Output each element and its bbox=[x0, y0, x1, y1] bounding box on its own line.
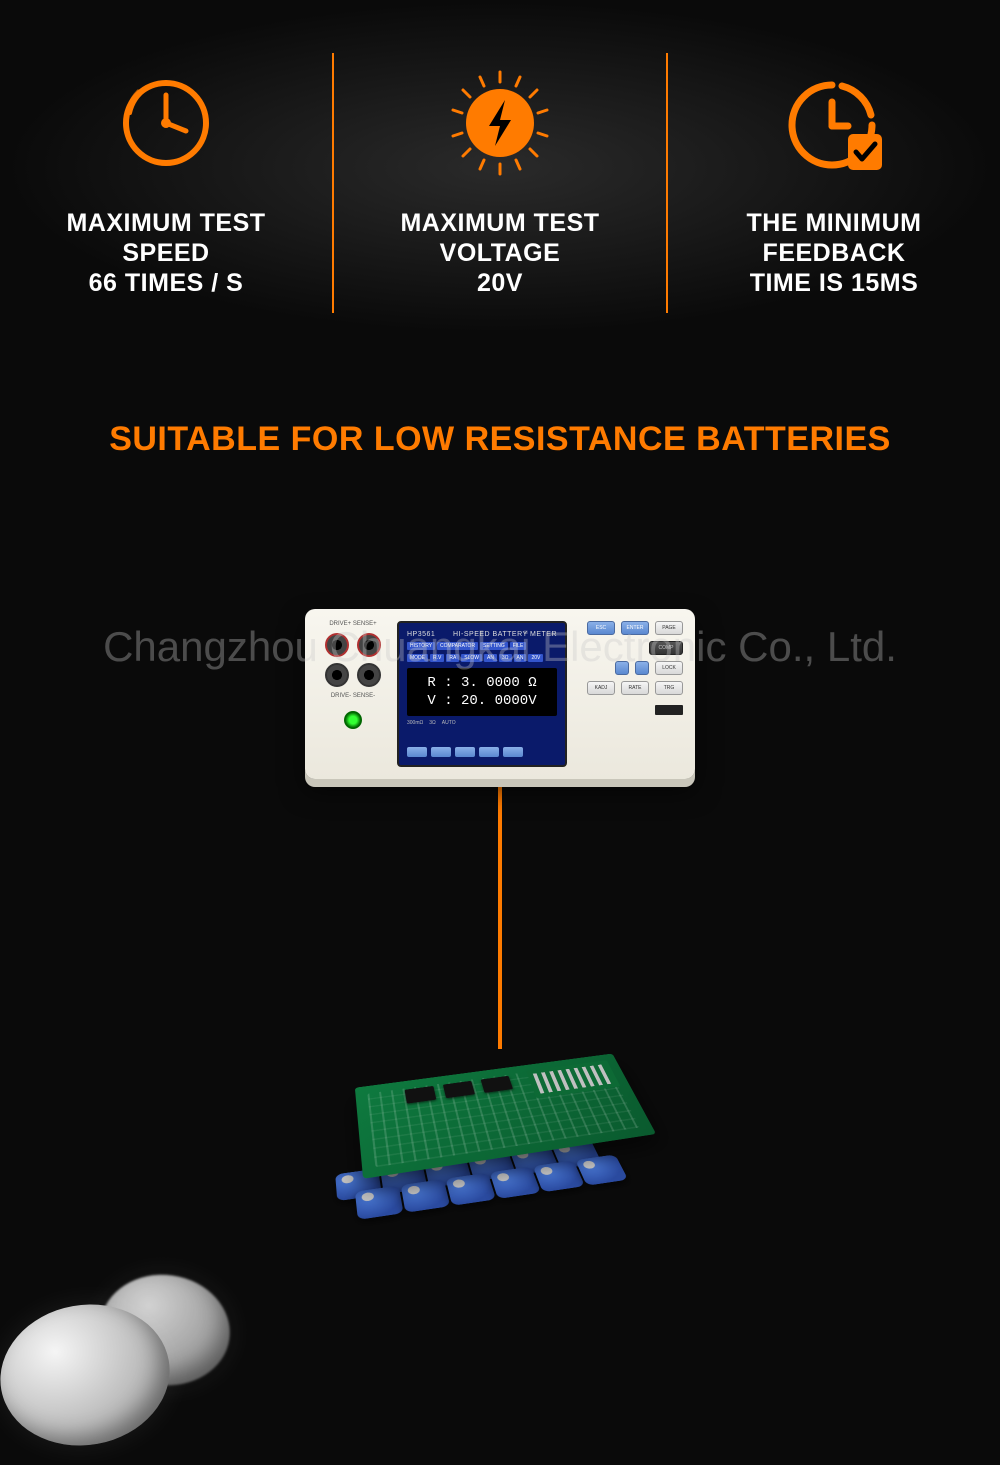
trg-button: TRG bbox=[655, 681, 683, 695]
info: 3Ω bbox=[429, 720, 436, 726]
jack-label-bottom: DRIVE- SENSE- bbox=[317, 693, 389, 699]
reading-voltage: V : 20. 0000V bbox=[411, 692, 553, 710]
fn-button bbox=[479, 747, 499, 757]
reading-resistance: R : 3. 0000 Ω bbox=[411, 674, 553, 692]
info: AUTO bbox=[442, 720, 456, 726]
feature-voltage-text: MAXIMUM TEST VOLTAGE 20V bbox=[354, 208, 646, 298]
cylinder-cap-icon bbox=[93, 1266, 237, 1393]
ic-chip bbox=[443, 1081, 475, 1098]
feature-voltage: MAXIMUM TEST VOLTAGE 20V bbox=[334, 68, 666, 298]
bolt-voltage-icon bbox=[445, 68, 555, 178]
feature-speed-text: MAXIMUM TEST SPEED 66 TIMES / S bbox=[20, 208, 312, 298]
corner-decoration bbox=[0, 1245, 220, 1465]
cylinder-cap-icon bbox=[0, 1291, 181, 1458]
usb-port-icon bbox=[655, 705, 683, 715]
battery-cell bbox=[355, 1185, 404, 1219]
feature-line1: MAXIMUM TEST SPEED bbox=[20, 208, 312, 268]
fn-button-row bbox=[407, 747, 557, 757]
clock-speed-icon bbox=[111, 68, 221, 178]
clock-check-icon bbox=[779, 68, 889, 178]
battery-cell bbox=[575, 1154, 628, 1185]
device-diagram: DRIVE+ SENSE+ DRIVE- SENSE- HP3561 HI-SP… bbox=[0, 609, 1000, 1265]
feature-line1: MAXIMUM TEST VOLTAGE bbox=[354, 208, 646, 268]
ic-chip bbox=[405, 1086, 437, 1104]
feature-line1: THE MINIMUM FEEDBACK bbox=[688, 208, 980, 268]
feature-line2: TIME IS 15MS bbox=[688, 268, 980, 298]
feature-speed: MAXIMUM TEST SPEED 66 TIMES / S bbox=[0, 68, 332, 298]
battery-pack bbox=[330, 1045, 670, 1265]
ic-chip bbox=[481, 1076, 513, 1093]
feature-band: MAXIMUM TEST SPEED 66 TIMES / S bbox=[0, 0, 1000, 335]
section-headline: SUITABLE FOR LOW RESISTANCE BATTERIES bbox=[0, 420, 1000, 459]
fn-button bbox=[431, 747, 451, 757]
battery-cell bbox=[446, 1173, 496, 1206]
watermark-text: Changzhou Chuangkai Electronic Co., Ltd. bbox=[0, 623, 1000, 671]
screen-reading: R : 3. 0000 Ω V : 20. 0000V bbox=[407, 668, 557, 716]
power-led-icon bbox=[344, 711, 362, 729]
terminal-strip bbox=[526, 1060, 620, 1098]
connector-line bbox=[498, 781, 502, 1049]
fn-button bbox=[455, 747, 475, 757]
screen-bottom-info: 300mΩ 3Ω AUTO bbox=[407, 720, 557, 726]
feature-line2: 66 TIMES / S bbox=[20, 268, 312, 298]
battery-cell bbox=[401, 1179, 451, 1213]
button-row: KADJ RATE TRG bbox=[577, 681, 683, 695]
rate-button: RATE bbox=[621, 681, 649, 695]
feature-feedback-text: THE MINIMUM FEEDBACK TIME IS 15MS bbox=[688, 208, 980, 298]
fn-button bbox=[503, 747, 523, 757]
kadj-button: KADJ bbox=[587, 681, 615, 695]
feature-feedback: THE MINIMUM FEEDBACK TIME IS 15MS bbox=[668, 68, 1000, 298]
fn-button bbox=[407, 747, 427, 757]
info: 300mΩ bbox=[407, 720, 423, 726]
feature-line2: 20V bbox=[354, 268, 646, 298]
